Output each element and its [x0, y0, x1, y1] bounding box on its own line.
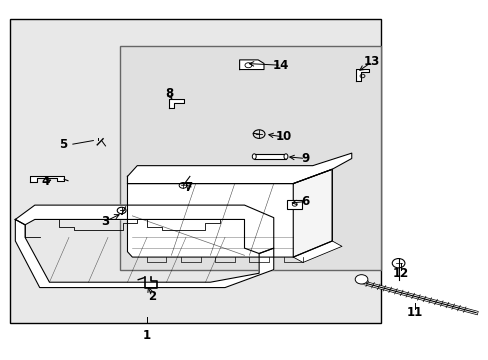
- Circle shape: [391, 258, 404, 268]
- Circle shape: [354, 275, 367, 284]
- Text: 2: 2: [147, 290, 156, 303]
- Polygon shape: [293, 241, 341, 262]
- Polygon shape: [127, 169, 331, 257]
- Text: 13: 13: [364, 55, 380, 68]
- Ellipse shape: [284, 154, 287, 159]
- Text: 8: 8: [164, 87, 173, 100]
- Bar: [287, 200, 302, 209]
- Bar: [254, 154, 285, 159]
- Text: 5: 5: [59, 138, 67, 150]
- Polygon shape: [355, 69, 368, 81]
- Text: 10: 10: [275, 130, 291, 144]
- Polygon shape: [168, 99, 183, 108]
- Ellipse shape: [252, 154, 256, 159]
- Text: 1: 1: [142, 329, 151, 342]
- Text: 3: 3: [102, 215, 109, 228]
- Text: 7: 7: [184, 181, 192, 194]
- Text: 6: 6: [301, 195, 309, 208]
- Text: 14: 14: [272, 59, 289, 72]
- Text: 4: 4: [41, 175, 50, 188]
- Text: 11: 11: [406, 306, 423, 319]
- Polygon shape: [15, 220, 273, 288]
- Polygon shape: [293, 169, 331, 257]
- Polygon shape: [127, 153, 351, 184]
- Polygon shape: [15, 205, 273, 253]
- Bar: [120, 45, 380, 270]
- Text: 12: 12: [391, 267, 408, 280]
- Polygon shape: [30, 176, 64, 182]
- Bar: [10, 19, 380, 323]
- Polygon shape: [239, 60, 264, 69]
- Text: 9: 9: [301, 152, 309, 165]
